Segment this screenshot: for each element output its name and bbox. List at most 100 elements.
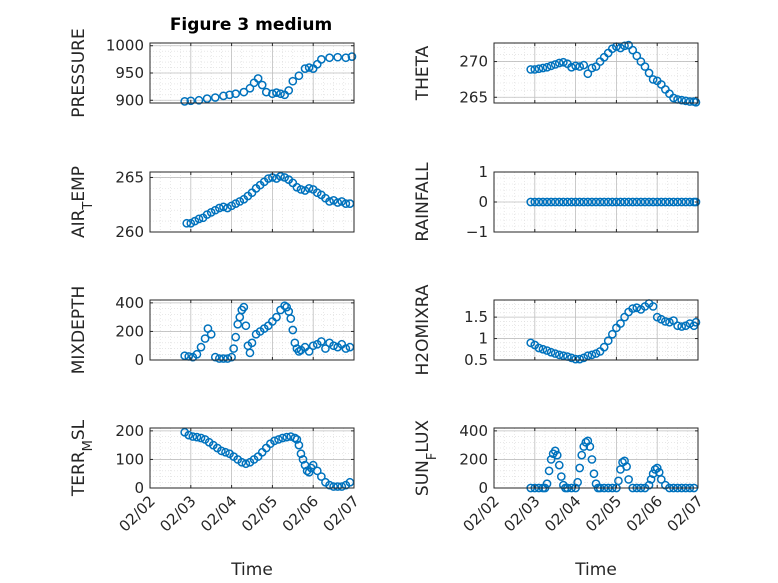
data-point [554,460,564,470]
data-point [192,432,202,442]
data-point [624,475,633,484]
data-point [294,347,304,356]
y-axis-label: AIRTEMP [69,166,96,238]
data-point [616,319,625,328]
data-point [599,197,609,207]
data-point [294,71,304,81]
data-point [526,65,536,74]
data-point [241,459,251,469]
data-point [530,197,540,207]
data-point [292,435,302,444]
data-point [325,480,334,490]
data-point [648,469,658,479]
data-point [278,433,287,443]
data-point [559,351,568,361]
data-point [575,197,585,207]
data-point [607,197,617,207]
data-point [677,197,687,207]
y-tick-label: 265 [115,168,144,186]
y-axis-label: THETA [413,45,433,101]
data-point [219,354,228,363]
data-point [280,301,289,311]
data-point [333,482,343,491]
data-point [632,51,642,61]
data-point [587,350,597,360]
y-tick-label: −1 [466,223,488,241]
data-point [648,197,658,207]
data-point [612,197,621,207]
x-tick-label: 02/05 [238,492,281,535]
data-point [603,197,613,207]
x-axis-label: Time [230,560,273,580]
data-point [661,197,670,207]
subplot-3: 260 265 AIRTEMP [69,166,355,241]
data-point [245,348,255,358]
subplot-5: 0 200 400 MIXDEPTH [69,286,355,375]
data-point [546,197,556,207]
data-point [268,89,277,99]
data-point [194,214,204,224]
data-point [182,218,192,228]
data-point [669,197,678,207]
y-tick-label: 950 [115,64,144,82]
data-point [538,63,548,73]
y-tick-label: 0.5 [464,351,488,369]
data-point [333,52,343,62]
subplot-2: 265 270 THETA [413,40,701,107]
data-point [219,202,228,212]
data-point [685,197,695,207]
y-axis-label: TERRMSL [69,419,96,497]
data-point [587,63,597,73]
data-point [583,351,593,361]
data-point [304,347,314,356]
data-point [206,329,216,339]
data-point [542,197,552,207]
y-tick-label: 200 [115,322,144,340]
data-point [620,456,629,466]
data-point [620,312,629,322]
y-tick-label: 1000 [106,37,144,55]
data-point [669,93,678,103]
data-point [341,199,351,208]
axes-box [149,171,355,233]
data-point [288,325,298,335]
y-tick-label: 0 [478,479,488,497]
data-point [632,197,642,207]
x-tick-label: 02/04 [197,492,240,535]
data-point [583,436,593,446]
data-point [583,197,593,207]
data-point [554,197,564,207]
data-point [661,317,670,326]
data-point [300,64,310,73]
data-point [559,57,568,67]
data-point [530,65,540,74]
data-point [247,338,257,348]
y-tick-label: 1 [478,330,488,348]
data-point [192,349,202,359]
y-axis-label: MIXDEPTH [69,286,89,375]
y-tick-label: 200 [459,450,488,468]
subplot-6: 0.5 1 1.5 H2OMIXRA [413,284,701,376]
data-point [270,436,279,446]
data-point [628,197,638,207]
data-point [583,69,593,79]
data-point [215,203,224,213]
data-point [542,62,552,72]
y-tick-label: 400 [459,422,488,440]
data-point [665,197,674,207]
data-point [644,197,654,207]
data-point [298,455,308,464]
data-point [333,198,343,207]
x-tick-label: 02/07 [320,492,363,535]
data-point [665,317,674,327]
data-point [646,475,656,484]
data-point [587,197,597,207]
y-tick-label: 260 [115,223,144,241]
figure-title: Figure 3 medium [170,15,332,35]
data-point [550,446,560,456]
data-point [263,174,273,183]
data-point [337,482,347,491]
data-point [180,97,190,106]
